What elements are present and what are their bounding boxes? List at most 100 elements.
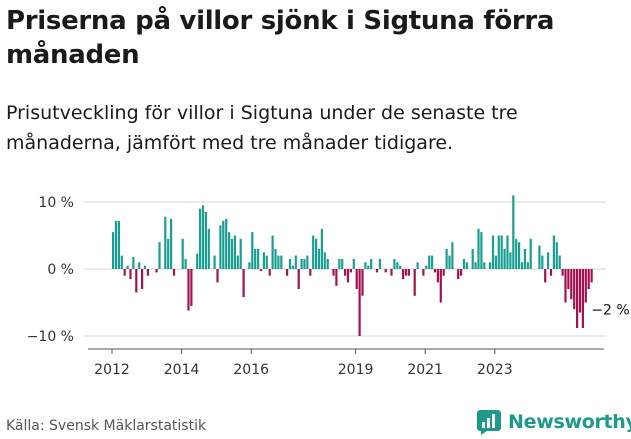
bar	[155, 269, 158, 273]
bar	[465, 262, 468, 269]
newsworthy-chart-icon	[477, 410, 501, 435]
bar	[117, 220, 120, 269]
bar	[541, 255, 544, 269]
bar	[277, 255, 280, 269]
bar	[297, 269, 300, 290]
bar	[462, 259, 466, 270]
bar	[146, 269, 149, 276]
bar	[477, 228, 480, 269]
bar	[428, 255, 431, 269]
bar	[451, 242, 454, 269]
bar	[480, 232, 483, 269]
bar	[254, 248, 257, 269]
bar	[448, 255, 451, 269]
bar	[396, 262, 399, 269]
bar	[515, 238, 518, 269]
bar	[399, 265, 402, 270]
source-text: Källa: Svensk Mäklarstatistik	[6, 418, 207, 434]
bar	[317, 248, 321, 269]
bar	[520, 262, 524, 269]
bar	[172, 269, 176, 276]
bar	[378, 259, 381, 270]
bar	[547, 252, 550, 270]
bar	[425, 265, 428, 270]
bar	[164, 216, 167, 269]
bar	[439, 269, 442, 303]
bar	[509, 252, 512, 270]
bar	[265, 255, 268, 269]
bar	[135, 269, 138, 293]
bar	[422, 269, 425, 276]
newsworthy-logo[interactable]: Newsworthy	[476, 408, 631, 436]
bar	[262, 252, 265, 270]
bar	[338, 259, 341, 270]
bar	[126, 265, 129, 270]
bar	[132, 256, 135, 269]
bar	[123, 269, 126, 276]
bar	[367, 265, 370, 270]
bar	[471, 248, 474, 269]
x-tick-label: 2019	[338, 362, 374, 378]
y-tick-label: 0 %	[47, 262, 74, 278]
bar	[341, 259, 344, 270]
bar	[457, 269, 460, 280]
bar	[236, 255, 239, 269]
bar	[303, 259, 306, 270]
bar	[207, 228, 210, 269]
bar	[512, 195, 515, 269]
bar	[445, 248, 448, 269]
bar	[286, 269, 289, 276]
bar	[500, 235, 503, 269]
x-tick-label: 2021	[407, 362, 443, 378]
bar	[344, 269, 347, 276]
bar	[558, 255, 561, 269]
chart-subtitle: Prisutveckling för villor i Sigtuna unde…	[6, 102, 518, 154]
bar	[587, 269, 590, 290]
bar	[384, 269, 387, 273]
annotations: −2 %	[590, 301, 631, 320]
x-axis: 2012 2014 2016 2019 2021 2023	[88, 348, 604, 378]
bar	[274, 248, 277, 269]
bar	[138, 262, 141, 269]
bar	[242, 269, 245, 298]
bar	[259, 269, 263, 271]
bar	[503, 248, 506, 269]
bar	[129, 269, 132, 280]
bar	[190, 269, 193, 306]
bar	[370, 259, 373, 270]
bar	[268, 269, 271, 276]
bar	[141, 269, 144, 290]
bar	[549, 269, 553, 276]
bar	[248, 262, 251, 269]
bar	[230, 238, 234, 269]
bar	[576, 269, 579, 328]
bar	[184, 259, 187, 270]
bar	[497, 235, 500, 269]
bar	[544, 269, 547, 283]
bar	[564, 269, 567, 303]
bar	[326, 259, 329, 270]
bar	[506, 235, 509, 269]
bar	[584, 269, 587, 303]
bar	[529, 238, 532, 269]
bar	[390, 269, 393, 276]
bar	[552, 235, 555, 269]
bar	[222, 220, 225, 269]
bar	[167, 238, 170, 269]
bar-chart: 10 % 0 % −10 % 2012 2014 2016 2019 2021 2023 −2…	[27, 195, 631, 378]
bar	[578, 269, 582, 313]
bar	[491, 235, 495, 269]
bar	[442, 269, 445, 276]
bar	[143, 265, 147, 270]
bar	[291, 265, 294, 270]
bar	[181, 238, 184, 269]
bar	[573, 269, 576, 310]
x-tick-label: 2016	[233, 362, 269, 378]
bar	[581, 269, 584, 328]
bar	[294, 255, 297, 269]
bar	[187, 269, 190, 311]
bar	[120, 255, 123, 269]
bar	[349, 269, 352, 273]
bar	[407, 269, 410, 276]
bar	[196, 253, 199, 269]
